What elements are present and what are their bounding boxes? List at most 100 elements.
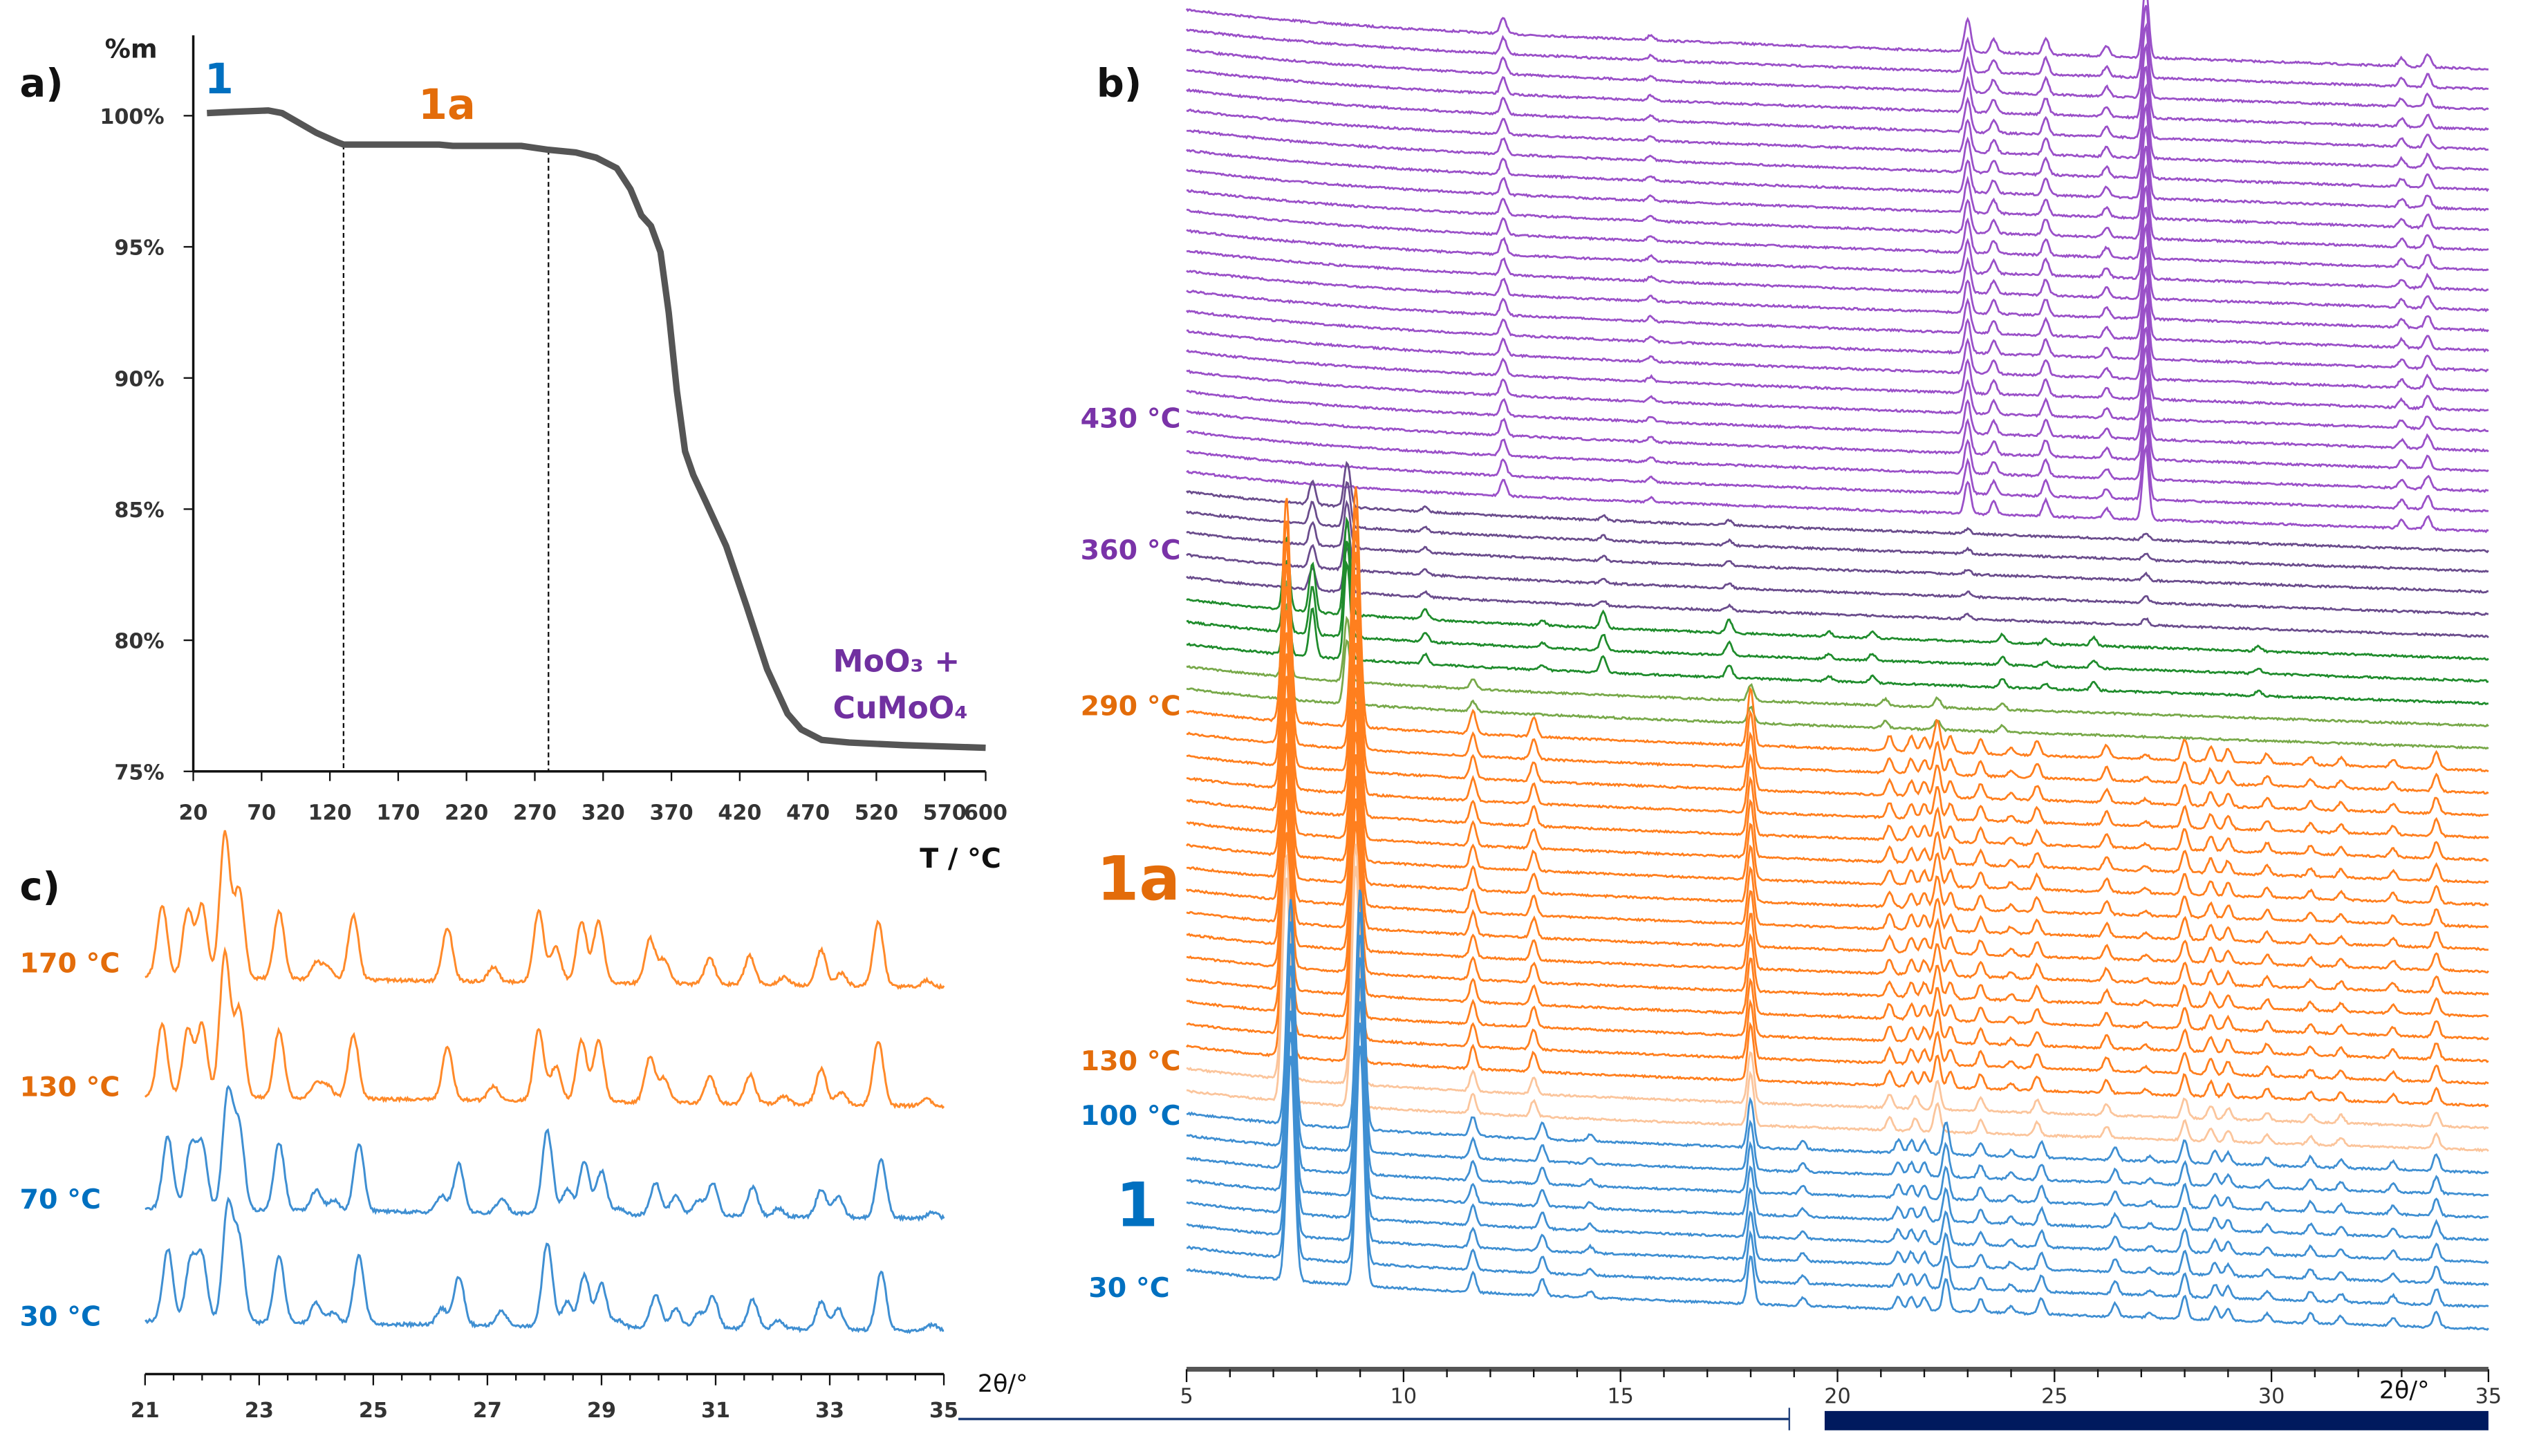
label-30c: 30 °C <box>1088 1272 1169 1304</box>
label-130c: 130 °C <box>1081 1045 1181 1077</box>
pxrd-trace-530c <box>1186 164 2489 252</box>
pxrd-trace-430c <box>1186 364 2489 454</box>
tga-phase-1-label: 1 <box>205 55 234 104</box>
pxrd-trace-100c <box>1187 889 2489 1175</box>
pxrd-zoom-trace-130c <box>144 946 945 1110</box>
label-360c: 360 °C <box>1081 534 1181 566</box>
pxrd-trace-260c <box>1186 530 2489 817</box>
pxrd-trace-370c <box>1185 480 2489 573</box>
c-label-30c: 30 °C <box>19 1301 100 1333</box>
pxrd-trace-290c <box>1186 602 2489 750</box>
tga-y-tick-label: 75% <box>114 760 164 785</box>
pxrd-trace-200c <box>1185 664 2489 951</box>
pxrd-trace-330c <box>1186 516 2489 661</box>
pxrd-trace-580c <box>1186 65 2489 151</box>
tga-y-tick-label: 100% <box>100 105 164 129</box>
pxrd-trace-360c <box>1186 499 2489 594</box>
pxrd-trace-590c <box>1186 43 2489 131</box>
c-x-tick-label: 23 <box>245 1399 274 1423</box>
pxrd-trace-410c <box>1186 405 2489 494</box>
label-290c: 290 °C <box>1081 690 1181 722</box>
c-x-tick-label: 21 <box>131 1399 160 1423</box>
pxrd-trace-340c <box>1186 546 2489 639</box>
tga-y-tick-label: 85% <box>114 498 164 523</box>
pxrd-trace-280c <box>1186 486 2489 773</box>
c-x-tick-label: 25 <box>359 1399 388 1423</box>
c-x-tick-label: 33 <box>815 1399 844 1423</box>
b-traces <box>1185 0 2490 1331</box>
pxrd-trace-70c <box>1186 957 2489 1242</box>
pxrd-trace-420c <box>1186 384 2489 473</box>
pxrd-zoom-trace-170c <box>145 830 945 990</box>
pxrd-trace-570c <box>1186 83 2489 171</box>
label-100c: 100 °C <box>1081 1100 1181 1132</box>
tga-x-tick-label: 120 <box>308 801 352 825</box>
tga-x-tick-label: 420 <box>718 801 761 825</box>
tga-x-tick-label: 220 <box>445 801 488 825</box>
pxrd-trace-610c <box>1185 5 2489 91</box>
label-phase-1a: 1a <box>1097 843 1180 915</box>
pxrd-trace-460c <box>1186 303 2489 393</box>
pxrd-trace-540c <box>1186 145 2489 232</box>
pxrd-trace-90c <box>1186 912 2489 1197</box>
label-phase-1: 1 <box>1116 1170 1158 1241</box>
pxrd-trace-390c <box>1186 444 2489 534</box>
tga-x-tick-label: 470 <box>786 801 830 825</box>
b-x-axis-label: 2θ/° <box>2379 1376 2430 1404</box>
tga-product-label-1: MoO₃ + <box>833 644 960 680</box>
c-x-tick-label: 29 <box>587 1399 616 1423</box>
pxrd-trace-550c <box>1186 124 2489 212</box>
tga-x-tick-label: 170 <box>376 801 420 825</box>
pxrd-trace-140c <box>1186 798 2489 1085</box>
pxrd-trace-120c <box>1186 843 2489 1130</box>
pxrd-trace-240c <box>1186 574 2489 862</box>
b-x-tick-label: 15 <box>1607 1384 1633 1408</box>
pxrd-trace-400c <box>1186 424 2489 513</box>
b-x-tick-label: 30 <box>2258 1384 2285 1408</box>
tga-y-tick-label: 95% <box>114 236 164 261</box>
c-x-axis-label: 2θ/° <box>978 1370 1028 1398</box>
tga-product-label-2: CuMoO₄ <box>833 691 968 726</box>
pxrd-trace-620c <box>1185 0 2489 71</box>
pxrd-trace-170c <box>1186 731 2489 1018</box>
tga-x-tick-label: 320 <box>582 801 625 825</box>
tga-x-tick-label: 270 <box>513 801 557 825</box>
b-x-tick-label: 20 <box>1824 1384 1850 1408</box>
tga-y-tick-label: 90% <box>114 367 164 391</box>
pxrd-trace-480c <box>1186 265 2489 353</box>
pxrd-trace-510c <box>1186 206 2489 292</box>
panel-label-c: c) <box>19 865 60 910</box>
pxrd-trace-500c <box>1186 223 2489 312</box>
pxrd-trace-470c <box>1186 283 2489 373</box>
tga-x-tick-label: 70 <box>247 801 276 825</box>
pxrd-trace-80c <box>1186 935 2489 1220</box>
panel-label-a: a) <box>19 61 63 106</box>
pxrd-trace-190c <box>1186 687 2489 974</box>
pxrd-zoom-trace-70c <box>145 1085 945 1222</box>
pxrd-trace-230c <box>1186 597 2489 884</box>
tga-x-axis-label: T / °C <box>920 843 1001 875</box>
pxrd-trace-50c <box>1186 1001 2489 1287</box>
b-x-tick-label: 10 <box>1390 1384 1417 1408</box>
pxrd-trace-110c <box>1186 866 2489 1152</box>
pxrd-trace-150c <box>1186 776 2489 1063</box>
pxrd-trace-30c <box>1186 1045 2489 1331</box>
pxrd-trace-210c <box>1187 642 2489 929</box>
tga-x-tick-label: 370 <box>650 801 694 825</box>
c-x-tick-label: 31 <box>701 1399 730 1423</box>
panel-label-b: b) <box>1097 61 1142 106</box>
pxrd-trace-60c <box>1186 978 2489 1264</box>
pxrd-trace-220c <box>1186 619 2489 907</box>
c-x-tick-label: 35 <box>929 1399 958 1423</box>
pxrd-trace-450c <box>1186 326 2489 413</box>
pxrd-trace-440c <box>1186 344 2489 433</box>
pxrd-trace-490c <box>1186 245 2489 333</box>
c-label-170c: 170 °C <box>19 947 120 979</box>
pxrd-trace-520c <box>1186 185 2489 272</box>
c-x-tick-label: 27 <box>473 1399 502 1423</box>
c-label-70c: 70 °C <box>19 1184 100 1215</box>
label-430c: 430 °C <box>1081 402 1181 434</box>
vt-pxrd-panel: b) 430 °C 360 °C 290 °C 1a 130 °C 100 °C… <box>1081 0 2502 1408</box>
pxrd-trace-130c <box>1186 821 2489 1108</box>
